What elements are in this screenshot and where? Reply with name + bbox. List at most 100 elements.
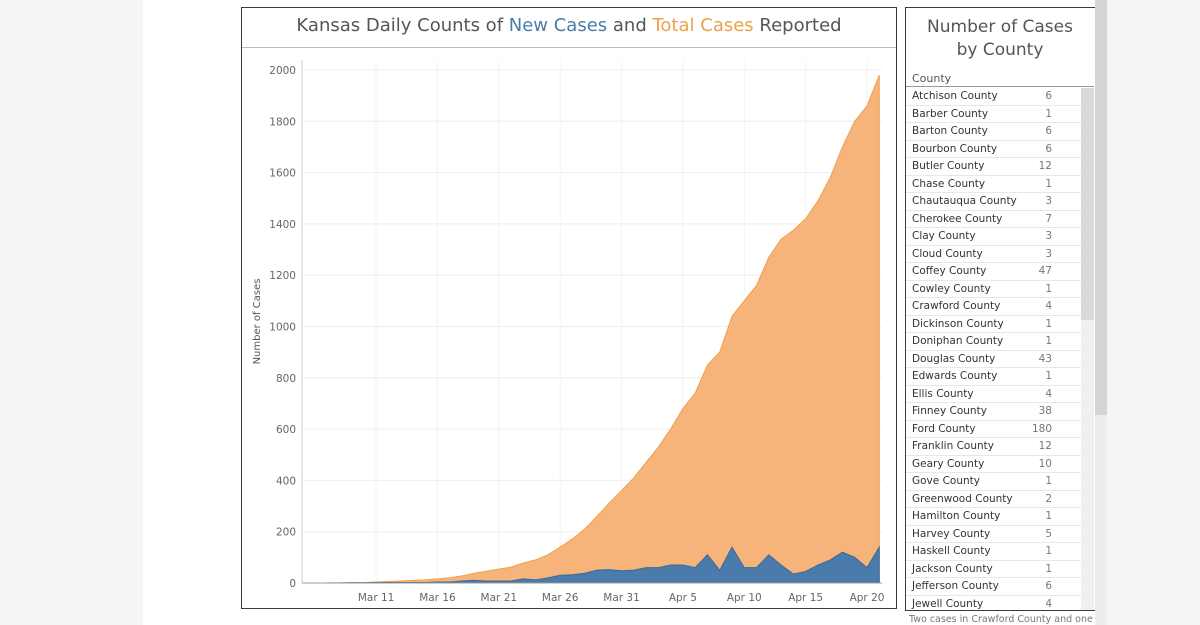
county-name: Barber County	[912, 107, 989, 120]
chart-title-new-cases: New Cases	[508, 15, 608, 36]
chart-title: Kansas Daily Counts of New Cases and Tot…	[242, 15, 896, 36]
county-row[interactable]: Geary County 10	[906, 456, 1082, 473]
county-name: Franklin County	[912, 440, 994, 453]
total-cases-area	[326, 74, 880, 584]
page-scrollbar-thumb[interactable]	[1095, 0, 1107, 415]
y-axis-label: Number of Cases	[252, 279, 263, 365]
county-row[interactable]: Greenwood County 2	[906, 491, 1082, 508]
county-footnote: Two cases in Crawford County and one	[909, 614, 1093, 625]
x-tick-label: Apr 15	[788, 592, 823, 604]
county-row[interactable]: Hamilton County 1	[906, 508, 1082, 526]
county-row[interactable]: Franklin County 12	[906, 438, 1082, 456]
county-count: 6	[1045, 142, 1052, 155]
county-name: Finney County	[912, 405, 987, 418]
county-name: Ford County	[912, 422, 976, 435]
y-tick-label: 1800	[269, 116, 296, 128]
county-name: Cowley County	[912, 282, 991, 295]
x-tick-label: Mar 11	[358, 592, 395, 604]
county-row[interactable]: Chase County 1	[906, 176, 1082, 193]
county-count: 3	[1045, 195, 1052, 208]
county-count: 4	[1045, 387, 1052, 400]
x-tick-label: Mar 21	[481, 592, 518, 604]
county-row[interactable]: Finney County 38	[906, 403, 1082, 421]
x-tick-label: Mar 31	[603, 592, 640, 604]
county-row[interactable]: Edwards County 1	[906, 368, 1082, 386]
y-tick-label: 1600	[269, 168, 296, 180]
county-name: Cherokee County	[912, 212, 1003, 225]
county-name: Hamilton County	[912, 510, 1001, 523]
county-row[interactable]: Cherokee County 7	[906, 211, 1082, 228]
county-name: Jewell County	[912, 597, 984, 610]
county-name: Greenwood County	[912, 492, 1013, 505]
county-name: Douglas County	[912, 352, 996, 365]
county-count: 47	[1038, 265, 1052, 278]
county-name: Jackson County	[912, 562, 993, 575]
county-row[interactable]: Butler County 12	[906, 158, 1082, 176]
county-row[interactable]: Douglas County 43	[906, 351, 1082, 368]
county-count: 3	[1045, 247, 1052, 260]
county-name: Bourbon County	[912, 142, 998, 155]
county-row[interactable]: Doniphan County 1	[906, 333, 1082, 351]
county-table-panel: Number of Cases by County County Atchiso…	[905, 7, 1095, 611]
county-row[interactable]: Haskell County 1	[906, 543, 1082, 561]
county-row[interactable]: Cloud County 3	[906, 246, 1082, 263]
x-tick-label: Apr 5	[669, 592, 697, 604]
county-row[interactable]: Barton County 6	[906, 123, 1082, 141]
county-row[interactable]: Clay County 3	[906, 228, 1082, 246]
x-tick-label: Apr 20	[850, 592, 885, 604]
county-row[interactable]: Barber County 1	[906, 106, 1082, 123]
county-header-divider	[906, 86, 1094, 87]
county-name: Coffey County	[912, 265, 987, 278]
county-row[interactable]: Crawford County 4	[906, 298, 1082, 316]
county-count: 1	[1045, 545, 1052, 558]
county-row[interactable]: Atchison County 6	[906, 88, 1082, 106]
y-tick-label: 800	[276, 373, 296, 385]
county-name: Harvey County	[912, 527, 991, 540]
county-count: 1	[1045, 335, 1052, 348]
y-tick-label: 1200	[269, 270, 296, 282]
county-row[interactable]: Dickinson County 1	[906, 316, 1082, 333]
county-row[interactable]: Cowley County 1	[906, 281, 1082, 298]
y-tick-label: 1400	[269, 219, 296, 231]
y-tick-label: 200	[276, 527, 296, 539]
county-row[interactable]: Harvey County 5	[906, 526, 1082, 543]
county-name: Dickinson County	[912, 317, 1004, 330]
county-count: 6	[1045, 90, 1052, 103]
county-row[interactable]: Jefferson County 6	[906, 578, 1082, 596]
y-tick-label: 0	[289, 578, 296, 590]
chart-title-part-1: Kansas Daily Counts of	[296, 15, 509, 36]
y-tick-label: 400	[276, 475, 296, 487]
county-table-title-line1: Number of Cases	[927, 17, 1073, 37]
county-row[interactable]: Jackson County 1	[906, 561, 1082, 578]
county-row[interactable]: Ford County 180	[906, 421, 1082, 438]
table-scrollbar-thumb[interactable]	[1081, 88, 1094, 320]
county-count: 3	[1045, 230, 1052, 243]
county-name: Clay County	[912, 230, 976, 243]
county-row[interactable]: Bourbon County 6	[906, 141, 1082, 158]
county-name: Chase County	[912, 177, 986, 190]
county-row[interactable]: Coffey County 47	[906, 263, 1082, 281]
county-count: 1	[1045, 177, 1052, 190]
county-row[interactable]: Jewell County 4	[906, 596, 1082, 611]
county-count: 1	[1045, 107, 1052, 120]
county-name: Atchison County	[912, 90, 998, 103]
county-name: Chautauqua County	[912, 195, 1017, 208]
county-table-title: Number of Cases by County	[906, 16, 1094, 62]
county-row[interactable]: Gove County 1	[906, 473, 1082, 491]
county-row[interactable]: Ellis County 4	[906, 386, 1082, 403]
area-chart[interactable]: 0 200 400 600 800 1000 1200 1400 1600 1800 2000 Mar…	[242, 8, 896, 608]
county-count: 5	[1045, 527, 1052, 540]
county-count: 1	[1045, 317, 1052, 330]
chart-panel: Kansas Daily Counts of New Cases and Tot…	[241, 7, 897, 609]
county-row[interactable]: Chautauqua County 3	[906, 193, 1082, 211]
county-rows: Atchison County 6 Barber County 1 Barton Cou…	[906, 88, 1082, 611]
county-count: 4	[1045, 597, 1052, 610]
county-count: 1	[1045, 370, 1052, 383]
county-name: Haskell County	[912, 545, 991, 558]
county-count: 1	[1045, 510, 1052, 523]
y-tick-label: 2000	[269, 65, 296, 77]
county-count: 38	[1038, 405, 1052, 418]
county-name: Edwards County	[912, 370, 998, 383]
county-name: Cloud County	[912, 247, 983, 260]
county-count: 12	[1038, 440, 1052, 453]
